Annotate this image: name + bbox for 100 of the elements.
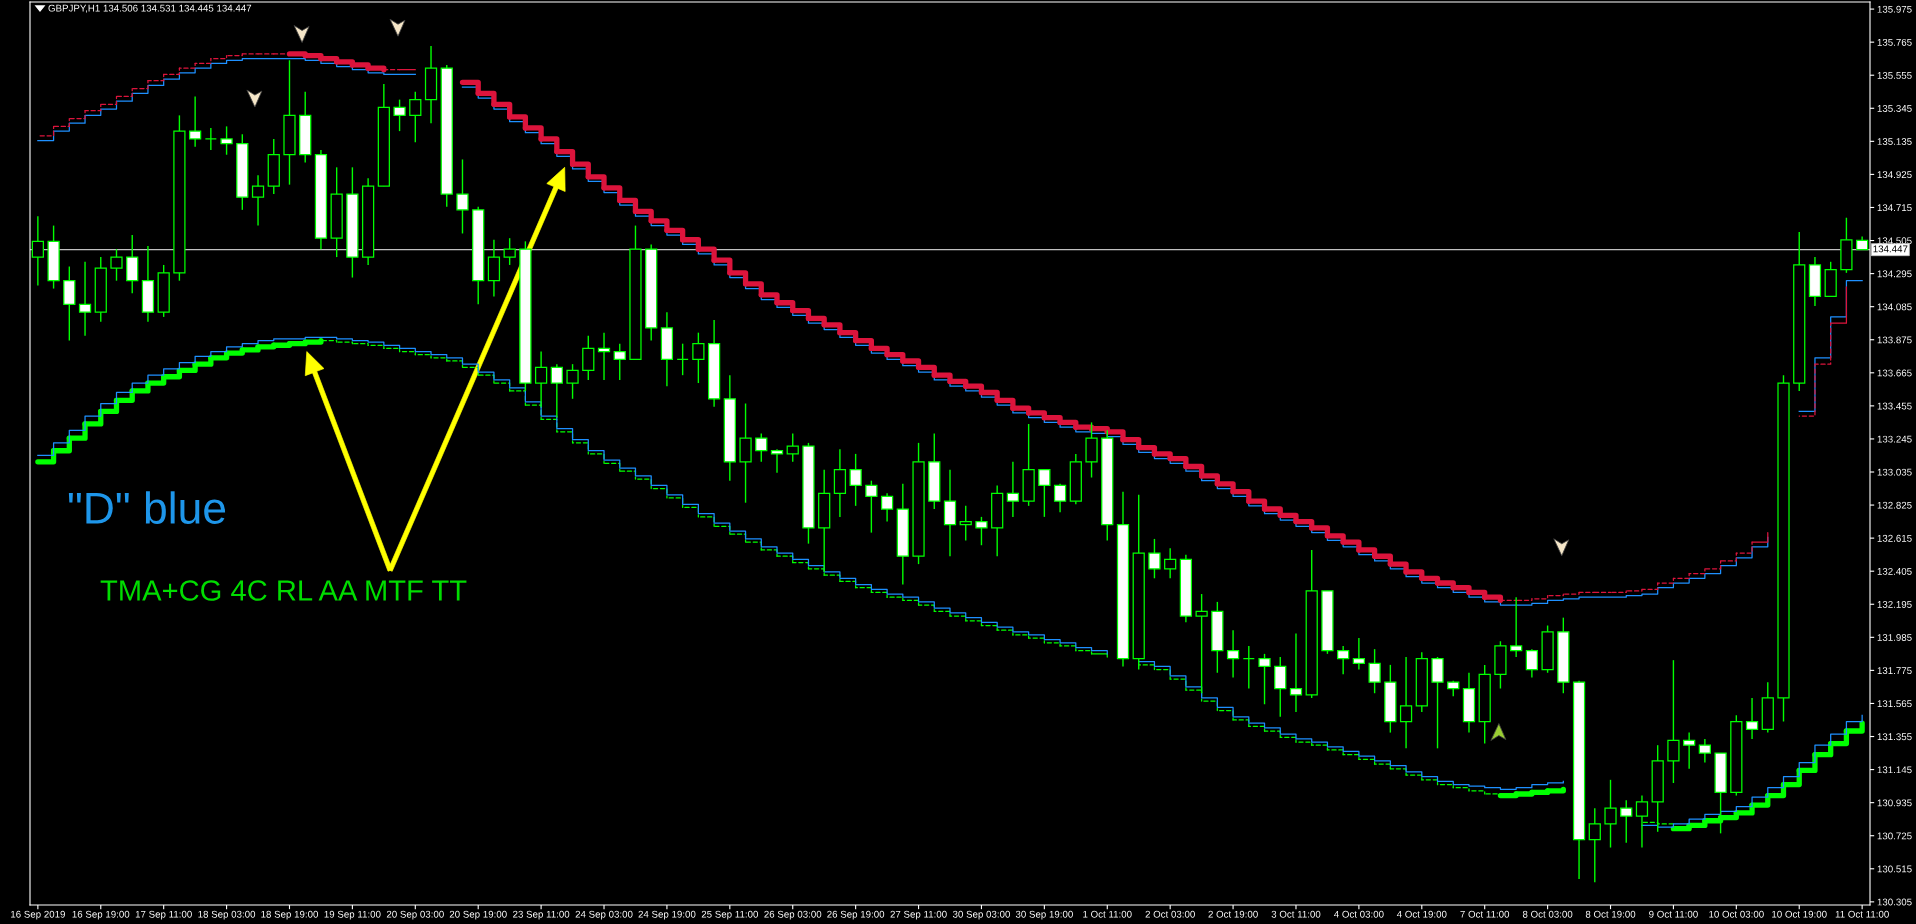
candlestick (1148, 538, 1161, 579)
x-tick-label: 4 Oct 19:00 (1396, 910, 1447, 918)
candlestick (959, 505, 972, 542)
candlestick (566, 363, 579, 400)
x-tick-label: 20 Sep 19:00 (449, 910, 507, 920)
candlestick (503, 237, 516, 266)
y-tick-label: 130.515 (1877, 865, 1912, 873)
chart-title: GBPJPY,H1 134.506 134.531 134.445 134.447 (48, 4, 252, 13)
candlestick (1604, 779, 1617, 849)
annotation: "D" blue (68, 491, 226, 524)
candlestick (1053, 483, 1067, 513)
candlestick (1745, 697, 1759, 740)
x-tick-label: 17 Sep 11:00 (135, 910, 192, 920)
y-tick-label: 133.455 (1877, 402, 1912, 410)
x-tick-label: 19 Sep 11:00 (324, 910, 381, 920)
x-tick-label: 30 Sep 19:00 (1015, 910, 1073, 920)
y-tick-label: 135.765 (1877, 38, 1912, 46)
candlestick (1242, 645, 1255, 690)
y-tick-label: 131.355 (1877, 733, 1912, 741)
y-tick-label: 133.665 (1877, 369, 1912, 377)
candlestick (1667, 659, 1680, 784)
x-tick-label: 16 Sep 2019 (11, 910, 65, 920)
x-tick-label: 2 Oct 19:00 (1208, 910, 1258, 918)
candlestick (1289, 632, 1303, 713)
candlestick (1085, 421, 1098, 479)
x-tick-label: 2 Oct 03:00 (1145, 910, 1195, 918)
x-tick-label: 8 Oct 19:00 (1585, 910, 1636, 918)
candlestick (582, 335, 595, 381)
y-tick-label: 132.405 (1877, 567, 1912, 575)
candlestick (487, 239, 501, 298)
x-tick-label: 20 Sep 03:00 (386, 910, 444, 920)
candlestick (251, 174, 265, 227)
x-tick-label: 26 Sep 03:00 (764, 910, 822, 920)
candlestick (456, 158, 469, 235)
y-tick-label: 131.985 (1877, 634, 1912, 641)
candlestick (1399, 656, 1413, 750)
candlestick (1525, 648, 1539, 679)
candlestick (1352, 637, 1366, 671)
candlestick (393, 98, 406, 132)
candlestick (975, 516, 988, 546)
candlestick (110, 248, 123, 282)
y-tick-label: 130.935 (1877, 799, 1912, 807)
y-tick-label: 134.085 (1877, 303, 1912, 311)
candlestick (1337, 645, 1350, 676)
candlestick (755, 432, 768, 463)
x-tick-label: 4 Oct 03:00 (1333, 910, 1384, 918)
candlestick (676, 342, 689, 376)
y-tick-label: 133.875 (1877, 336, 1912, 344)
y-tick-label: 134.505 (1877, 237, 1912, 245)
candlestick (692, 331, 705, 384)
candlestick (1683, 731, 1696, 770)
y-tick-label: 134.295 (1877, 270, 1912, 278)
y-tick-label: 134.715 (1877, 204, 1912, 212)
candlestick (1698, 738, 1712, 764)
y-tick-label: 131.145 (1877, 766, 1912, 774)
candlestick (865, 479, 878, 534)
candlestick (409, 91, 422, 143)
x-tick-label: 11 Oct 11:00 (1835, 910, 1889, 918)
candlestick (1226, 629, 1240, 679)
candlestick (31, 215, 44, 287)
candlestick (1620, 799, 1633, 844)
x-tick-label: 26 Sep 19:00 (827, 910, 885, 920)
candlestick (63, 265, 76, 342)
candlestick (1588, 807, 1601, 883)
y-tick-label: 135.555 (1877, 71, 1912, 79)
x-tick-label: 10 Oct 19:00 (1772, 910, 1827, 918)
x-tick-label: 27 Sep 11:00 (890, 910, 947, 920)
y-tick-label: 133.035 (1877, 468, 1912, 476)
y-tick-label: 132.195 (1877, 601, 1912, 608)
candlestick (1164, 547, 1177, 579)
candlestick (786, 432, 799, 463)
x-tick-label: 30 Sep 03:00 (952, 910, 1010, 920)
candlestick (1038, 468, 1051, 518)
y-tick-label: 135.975 (1877, 5, 1912, 13)
candlestick (1368, 648, 1381, 694)
x-tick-label: 24 Sep 03:00 (575, 910, 633, 920)
x-tick-label: 24 Sep 19:00 (638, 910, 696, 920)
y-tick-label: 135.135 (1877, 138, 1912, 145)
candlestick (220, 125, 233, 156)
x-tick-label: 9 Oct 11:00 (1649, 910, 1698, 918)
x-tick-label: 3 Oct 11:00 (1271, 910, 1321, 918)
annotation: TMA+CG 4C RL AA MTF TT (100, 580, 467, 601)
x-tick-label: 16 Sep 19:00 (72, 910, 130, 920)
y-tick-label: 131.775 (1877, 667, 1912, 675)
y-tick-label: 132.825 (1877, 501, 1912, 509)
candlestick (1510, 596, 1523, 658)
x-tick-label: 23 Sep 11:00 (513, 910, 570, 920)
candlestick (770, 448, 784, 474)
candlestick (188, 95, 202, 148)
x-tick-label: 18 Sep 19:00 (261, 910, 319, 920)
candlestick (833, 448, 847, 518)
x-tick-label: 18 Sep 03:00 (198, 910, 256, 920)
y-tick-label: 135.345 (1877, 105, 1912, 112)
candlestick (1431, 656, 1444, 750)
candlestick (613, 342, 626, 381)
x-tick-label: 7 Oct 11:00 (1460, 910, 1510, 918)
candlestick (943, 468, 957, 557)
x-tick-label: 25 Sep 11:00 (701, 910, 759, 920)
y-tick-label: 131.565 (1877, 700, 1912, 708)
x-tick-label: 1 Oct 11:00 (1083, 910, 1132, 918)
